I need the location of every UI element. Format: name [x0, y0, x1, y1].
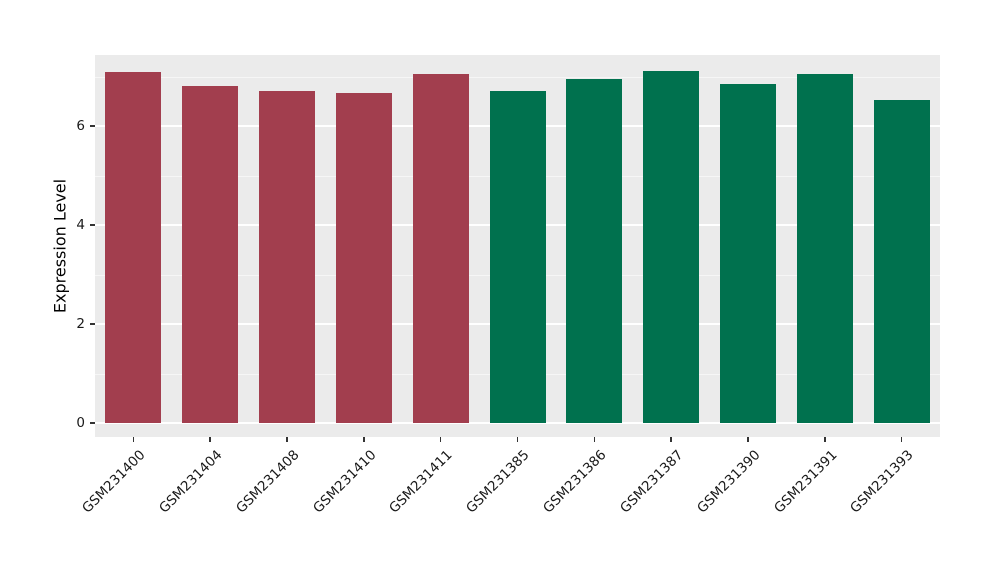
x-axis-tick	[132, 437, 135, 442]
bar-GSM231410	[335, 93, 392, 423]
x-axis-tick	[670, 437, 672, 442]
x-axis-tick-label: GSM231391	[770, 447, 841, 517]
bar-GSM231408	[259, 90, 316, 423]
major-gridline	[95, 422, 940, 424]
y-axis-tick	[90, 323, 95, 325]
y-axis-title: Expression Level	[50, 178, 70, 314]
plot-panel	[95, 55, 940, 437]
x-axis-tick-label: GSM231387	[617, 447, 687, 517]
y-axis-tick	[90, 125, 95, 127]
y-axis-tick-label: 4	[76, 217, 85, 233]
x-axis-tick	[900, 437, 903, 442]
x-axis-tick	[209, 437, 211, 442]
bar-GSM231391	[796, 73, 853, 423]
x-axis-tick	[593, 437, 596, 442]
bar-GSM231387	[643, 70, 700, 423]
x-axis-tick	[824, 437, 826, 442]
bar-GSM231393	[873, 100, 930, 423]
x-axis-tick	[439, 437, 442, 442]
bar-GSM231400	[105, 72, 162, 423]
bar-GSM231411	[412, 74, 469, 423]
y-axis-tick-label: 2	[76, 316, 85, 332]
x-axis-tick-label: GSM231411	[386, 447, 457, 517]
x-axis-tick	[363, 437, 365, 442]
x-axis-tick-label: GSM231385	[463, 447, 533, 517]
x-axis-tick-label: GSM231393	[847, 447, 917, 517]
x-axis-tick-label: GSM231408	[232, 447, 303, 517]
bar-GSM231385	[489, 91, 546, 423]
x-axis-tick-label: GSM231390	[693, 447, 764, 517]
x-axis-tick	[516, 437, 519, 442]
x-axis-tick-label: GSM231410	[309, 447, 380, 517]
minor-gridline	[95, 76, 940, 78]
y-axis-tick	[90, 422, 95, 424]
bar-GSM231386	[566, 78, 623, 423]
x-axis-tick	[286, 437, 288, 442]
y-axis-tick-label: 6	[76, 118, 85, 134]
x-axis-tick-label: GSM231404	[156, 447, 226, 517]
x-axis-tick	[747, 437, 749, 442]
x-axis-tick-label: GSM231400	[79, 447, 149, 517]
bar-GSM231390	[719, 84, 776, 423]
bar-GSM231404	[182, 86, 239, 423]
y-axis-tick	[90, 224, 95, 226]
x-axis-tick-label: GSM231386	[540, 447, 610, 517]
y-axis-tick-label: 0	[76, 415, 85, 431]
